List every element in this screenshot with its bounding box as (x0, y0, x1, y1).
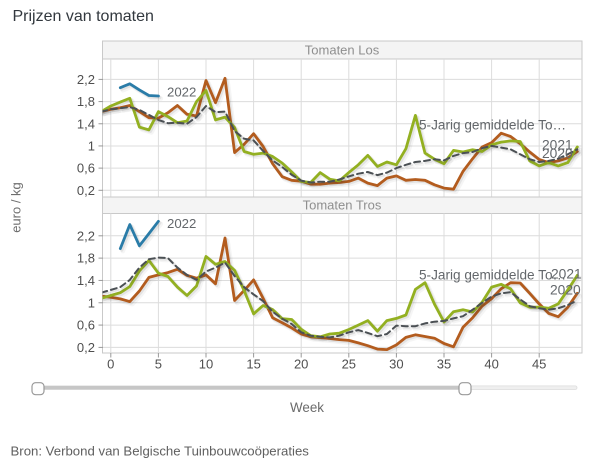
svg-text:1: 1 (88, 139, 95, 154)
svg-text:40: 40 (484, 357, 498, 372)
svg-text:Tomaten Los: Tomaten Los (305, 43, 380, 58)
svg-text:2020: 2020 (542, 146, 573, 161)
svg-text:1,4: 1,4 (77, 116, 95, 131)
svg-text:35: 35 (437, 357, 451, 372)
svg-text:5-Jarig gemiddelde To…: 5-Jarig gemiddelde To… (419, 118, 566, 133)
svg-text:25: 25 (342, 357, 356, 372)
svg-text:20: 20 (294, 357, 308, 372)
svg-text:Week: Week (290, 400, 324, 415)
svg-text:30: 30 (389, 357, 403, 372)
svg-text:2020: 2020 (550, 283, 581, 298)
svg-text:Tomaten Tros: Tomaten Tros (303, 198, 382, 213)
svg-text:10: 10 (199, 357, 213, 372)
svg-text:2022: 2022 (167, 85, 196, 100)
svg-text:2,2: 2,2 (77, 72, 95, 87)
svg-text:euro / kg: euro / kg (9, 182, 24, 233)
svg-text:5-Jarig gemiddelde To…: 5-Jarig gemiddelde To… (419, 268, 566, 283)
svg-text:0,6: 0,6 (77, 318, 95, 333)
svg-text:Prijzen van tomaten: Prijzen van tomaten (13, 8, 154, 25)
svg-text:15: 15 (246, 357, 260, 372)
svg-text:1: 1 (88, 295, 95, 310)
svg-text:5: 5 (155, 357, 162, 372)
svg-text:2022: 2022 (167, 216, 196, 231)
svg-text:1,4: 1,4 (77, 273, 95, 288)
svg-text:0,6: 0,6 (77, 161, 95, 176)
svg-text:0: 0 (107, 357, 114, 372)
svg-text:2021: 2021 (551, 267, 582, 282)
svg-text:2,2: 2,2 (77, 228, 95, 243)
svg-text:2021: 2021 (542, 138, 573, 153)
svg-text:1,8: 1,8 (77, 251, 95, 266)
svg-text:1,8: 1,8 (77, 94, 95, 109)
svg-text:Bron: Verbond van Belgische Tu: Bron: Verbond van Belgische Tuinbouwcoöp… (11, 444, 310, 459)
svg-text:0,2: 0,2 (77, 183, 95, 198)
svg-text:45: 45 (532, 357, 546, 372)
svg-text:0,2: 0,2 (77, 340, 95, 355)
